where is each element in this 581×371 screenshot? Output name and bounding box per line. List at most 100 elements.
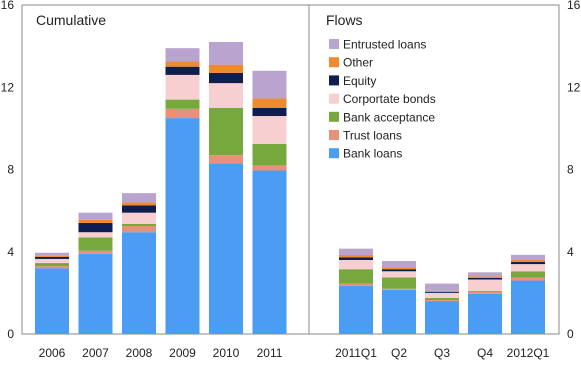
bar-1-2-0: [425, 301, 459, 334]
bar-0-4-3: [209, 83, 243, 108]
bar-1-1-4: [382, 269, 416, 272]
bar-1-0-4: [339, 257, 373, 260]
bar-0-4-0: [209, 163, 243, 334]
bar-1-4-1: [511, 277, 545, 281]
x-tick-label-0-4: 2010: [213, 346, 240, 360]
bar-0-4-2: [209, 107, 243, 156]
bar-1-0-6: [339, 248, 373, 256]
bar-0-3-6: [165, 48, 200, 62]
bar-1-1-3: [382, 271, 416, 278]
y-tick-label-right-4: 16: [567, 0, 581, 12]
x-tick-label-0-1: 2007: [82, 346, 109, 360]
bar-1-0-2: [339, 269, 373, 284]
legend-label-0: Entrusted loans: [343, 38, 426, 52]
y-tick-label-left-4: 16: [1, 0, 15, 12]
bar-0-1-2: [78, 237, 113, 251]
bar-0-0-3: [35, 258, 69, 264]
legend-swatch-4: [329, 111, 339, 122]
legend-label-4: Bank acceptance: [343, 110, 435, 124]
legend-label-3: Corportate bonds: [343, 92, 436, 106]
x-tick-label-0-0: 2006: [39, 346, 66, 360]
x-tick-label-0-2: 2008: [126, 346, 153, 360]
bar-0-3-4: [165, 66, 200, 75]
bar-0-3-5: [165, 61, 200, 67]
bar-0-2-0: [122, 232, 156, 334]
legend: Entrusted loans Other Equity Corportate bon…: [329, 38, 436, 161]
legend-label-6: Bank loans: [343, 147, 402, 161]
y-tick-label-right-0: 0: [567, 327, 574, 341]
bar-0-1-0: [78, 253, 113, 334]
bar-1-3-1: [468, 291, 502, 294]
bar-1-4-3: [511, 264, 545, 272]
plot-border: [21, 4, 560, 335]
bar-1-4-2: [511, 271, 545, 278]
bar-1-2-2: [425, 298, 459, 301]
y-tick-label-left-3: 12: [1, 80, 15, 94]
legend-swatch-1: [329, 57, 339, 68]
bar-1-1-1: [382, 288, 416, 290]
x-tick-label-1-1: Q2: [391, 346, 407, 360]
bar-1-3-5: [468, 276, 502, 278]
bar-0-5-0: [252, 170, 287, 334]
x-tick-label-1-2: Q3: [434, 346, 450, 360]
bar-0-0-4: [35, 256, 69, 259]
bar-0-2-1: [122, 226, 156, 233]
bar-1-3-2: [468, 290, 502, 292]
y-tick-label-right-3: 12: [567, 80, 581, 94]
bar-1-1-0: [382, 289, 416, 334]
bar-1-2-3: [425, 292, 459, 299]
bar-1-1-6: [382, 261, 416, 268]
bar-1-3-6: [468, 272, 502, 277]
bar-0-5-2: [252, 143, 287, 166]
bar-1-0-5: [339, 255, 373, 258]
bar-0-2-3: [122, 212, 156, 224]
x-tick-label-0-5: 2011: [257, 346, 283, 360]
bars: [35, 42, 545, 334]
bar-0-0-0: [35, 268, 69, 334]
bar-1-3-4: [468, 277, 502, 280]
bar-1-0-0: [339, 285, 373, 334]
bar-1-3-3: [468, 279, 502, 291]
labels: Cumulative 2006 2007 2008 2009 2010 2011 Flows 2…: [36, 12, 550, 360]
bar-0-5-4: [252, 107, 287, 117]
bar-0-2-4: [122, 205, 156, 213]
bar-0-0-6: [35, 252, 69, 256]
bar-1-2-4: [425, 291, 459, 293]
bar-0-1-5: [78, 219, 113, 223]
y-tick-label-right-1: 4: [567, 245, 574, 259]
bar-1-4-0: [511, 280, 545, 334]
bar-1-2-5: [425, 290, 459, 292]
bar-1-2-1: [425, 300, 459, 302]
y-tick-label-left-2: 8: [7, 163, 14, 177]
plot-frame: [21, 4, 560, 335]
bar-1-3-0: [468, 293, 502, 334]
bar-0-1-4: [78, 222, 113, 233]
legend-swatch-5: [329, 130, 339, 140]
bar-0-2-6: [122, 193, 156, 203]
legend-swatch-2: [329, 75, 339, 86]
bar-0-2-2: [122, 223, 156, 227]
bar-1-4-4: [511, 262, 545, 265]
x-tick-label-0-3: 2009: [169, 346, 196, 360]
bar-0-1-1: [78, 250, 113, 254]
bar-0-5-5: [252, 98, 287, 108]
bar-0-3-2: [165, 99, 200, 109]
bar-1-1-5: [382, 267, 416, 270]
bar-1-0-3: [339, 259, 373, 270]
bar-0-5-3: [252, 116, 287, 144]
bar-1-0-1: [339, 283, 373, 286]
bar-0-4-4: [209, 72, 243, 84]
bar-0-5-1: [252, 165, 287, 171]
bar-1-4-6: [511, 254, 545, 260]
bar-0-3-1: [165, 108, 200, 119]
bar-0-0-2: [35, 263, 69, 267]
bar-0-4-5: [209, 64, 243, 73]
legend-swatch-0: [329, 39, 339, 49]
x-tick-label-1-4: 2012Q1: [507, 346, 550, 360]
bar-0-0-5: [35, 255, 69, 257]
y-tick-label-right-2: 8: [567, 163, 574, 177]
axes: 0 0 4 4 8 8 12 12 16 16: [1, 0, 581, 341]
bar-0-3-0: [165, 118, 200, 334]
